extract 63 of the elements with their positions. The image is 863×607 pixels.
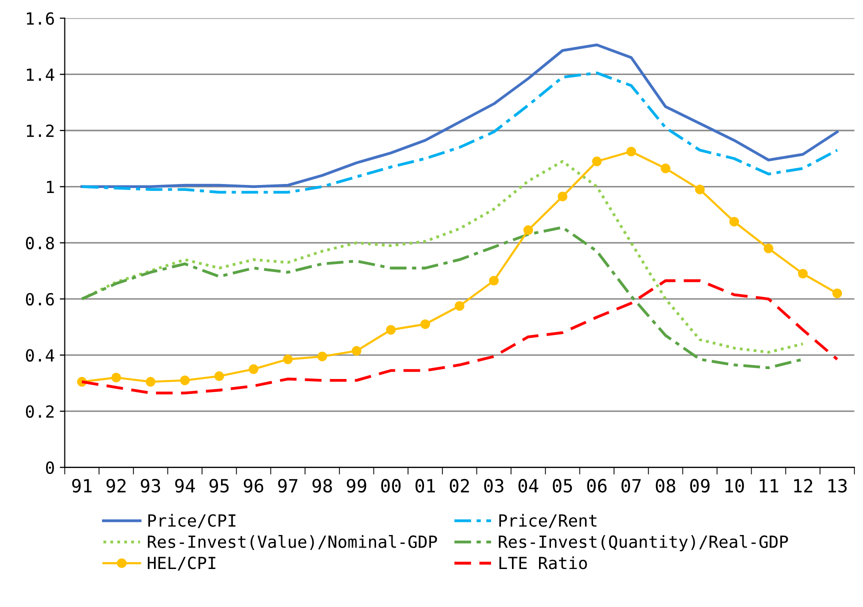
legend-label: Price/CPI — [148, 514, 236, 528]
x-tick-label: 95 — [209, 478, 229, 493]
x-tick-label: 91 — [72, 478, 92, 493]
point — [248, 364, 258, 374]
x-tick-label: 06 — [587, 478, 607, 493]
point — [317, 352, 328, 362]
point — [592, 156, 602, 166]
point — [454, 301, 464, 311]
line-series — [80, 43, 839, 188]
x-tick-label: 07 — [622, 478, 641, 493]
x-tick-label: 96 — [244, 478, 264, 493]
legend-label: Res-Invest(Value)/Nominal-GDP — [148, 535, 437, 550]
point — [764, 244, 774, 254]
x-tick-label: 98 — [312, 478, 332, 493]
y-tick-label: 0.4 — [26, 349, 54, 362]
x-tick-label: 92 — [106, 478, 126, 493]
legend-label: Res-Invest(Quantity)/Real-GDP — [498, 535, 788, 552]
point — [558, 192, 568, 202]
y-tick-label: 0 — [46, 461, 54, 474]
y-tick-label: 1.6 — [26, 12, 54, 25]
y-tick-label: 1.4 — [26, 68, 54, 81]
point — [798, 268, 808, 279]
x-tick-label: 00 — [381, 478, 401, 493]
y-tick-label: 0.8 — [26, 236, 54, 250]
x-tick-label: 93 — [140, 478, 160, 493]
x-tick-label: 99 — [346, 478, 366, 493]
y-tick-label: 0.2 — [26, 405, 54, 418]
x-tick-label: 08 — [656, 478, 676, 493]
point — [523, 225, 534, 236]
point — [283, 354, 293, 364]
x-tick-label: 05 — [552, 478, 572, 493]
x-tick-label: 94 — [175, 478, 195, 493]
legend-label: HEL/CPI — [148, 556, 216, 571]
x-tick-label: 12 — [794, 478, 812, 492]
point — [420, 319, 430, 330]
x-tick-label: 10 — [726, 478, 744, 493]
point — [111, 372, 122, 382]
point — [180, 376, 190, 386]
x-tick-label: 09 — [690, 478, 710, 493]
y-tick-label: 1.2 — [26, 124, 54, 137]
point — [626, 146, 636, 156]
point — [214, 371, 224, 382]
point — [489, 276, 499, 286]
legend-label: Price/Rent — [499, 514, 596, 528]
x-tick-label: 11 — [760, 479, 778, 492]
x-tick-label: 13 — [828, 478, 847, 493]
point — [146, 376, 156, 387]
legend-label: LTE Ratio — [499, 556, 587, 570]
point — [386, 324, 396, 335]
point — [352, 346, 362, 356]
line-series — [80, 160, 804, 354]
x-tick-label: 04 — [518, 478, 538, 493]
line-series — [80, 72, 839, 194]
point — [695, 184, 705, 194]
x-tick-label: 01 — [416, 478, 435, 493]
point — [832, 288, 842, 298]
x-tick-label: 02 — [450, 478, 469, 493]
point — [660, 164, 670, 174]
y-tick-label: 0.6 — [26, 292, 54, 306]
x-tick-label: 03 — [484, 478, 504, 493]
x-tick-label: 97 — [278, 478, 298, 493]
y-tick-label: 1 — [46, 180, 54, 194]
point — [729, 216, 740, 227]
